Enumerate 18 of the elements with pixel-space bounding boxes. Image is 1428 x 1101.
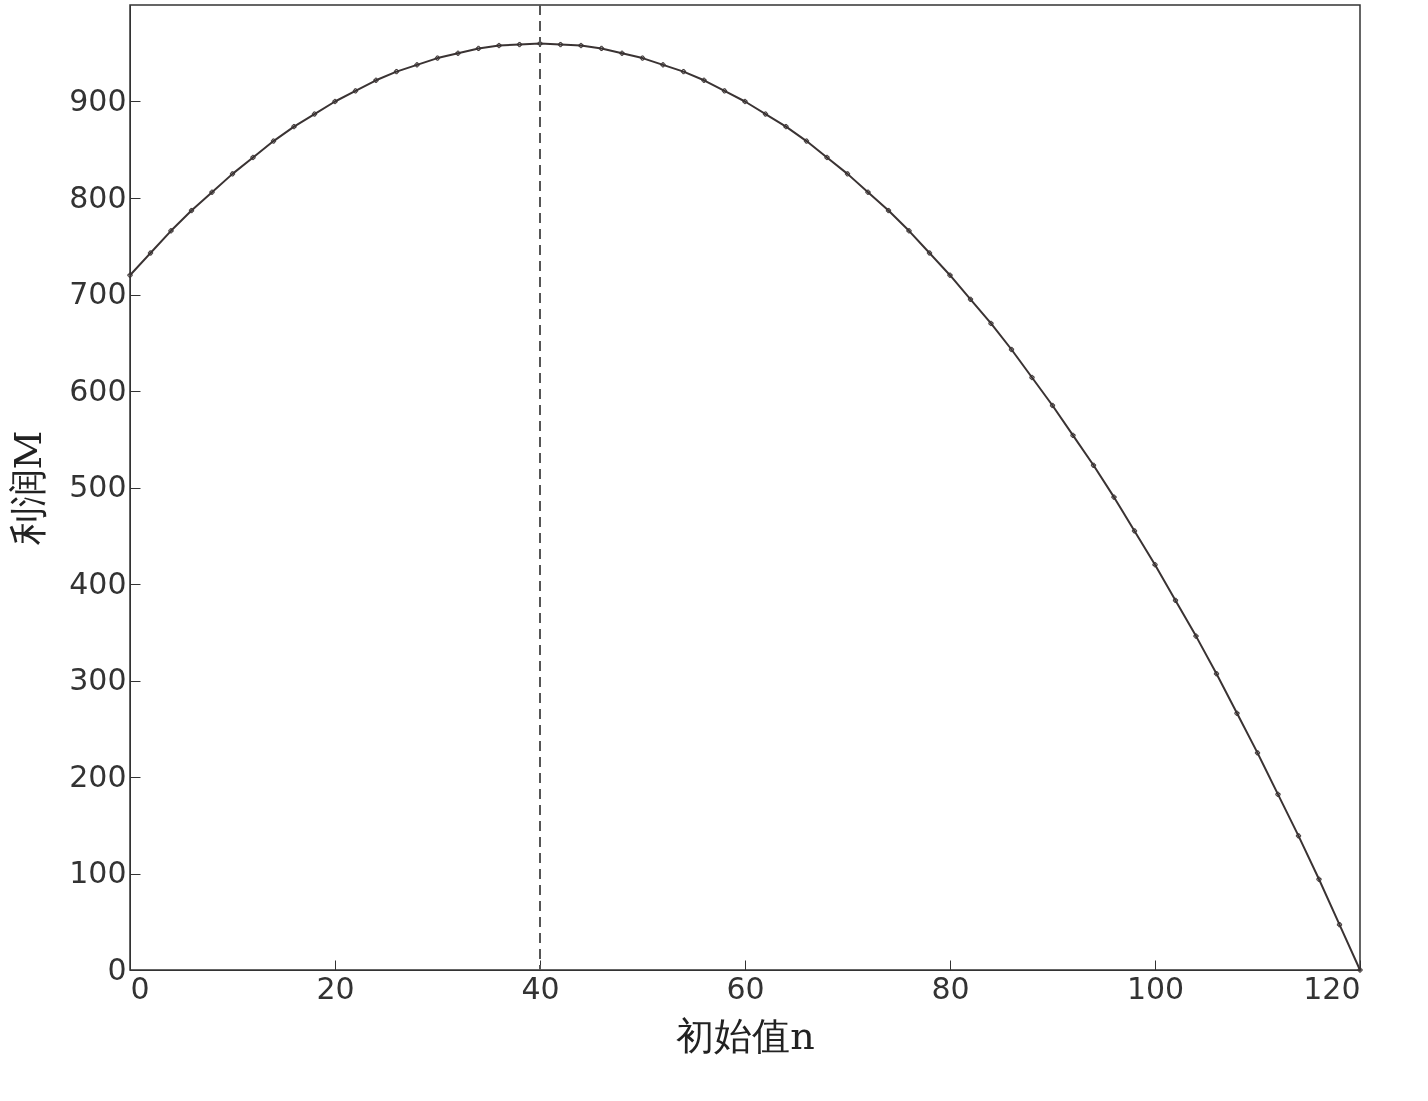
x-tick-label: 120 [1303,970,1361,1006]
y-tick-label: 500 [69,469,127,504]
y-tick-label: 800 [69,179,127,215]
x-tick-label: 80 [931,970,970,1006]
x-tick-label: 100 [1126,970,1185,1006]
y-tick-label: 400 [69,565,127,601]
y-tick-label: 700 [69,276,127,311]
y-axis-title: 利润M [6,430,51,546]
x-axis-title: 初始值n [676,1013,815,1058]
y-tick-label: 100 [69,855,127,890]
x-tick-label: 20 [316,970,355,1006]
x-tick-label: 0 [130,970,150,1006]
y-tick-label: 300 [69,662,127,697]
x-tick-label: 60 [726,970,765,1006]
x-tick-label: 40 [521,970,560,1006]
y-tick-label: 600 [69,372,127,408]
y-tick-label: 200 [69,758,127,794]
y-tick-label: 900 [69,83,127,118]
